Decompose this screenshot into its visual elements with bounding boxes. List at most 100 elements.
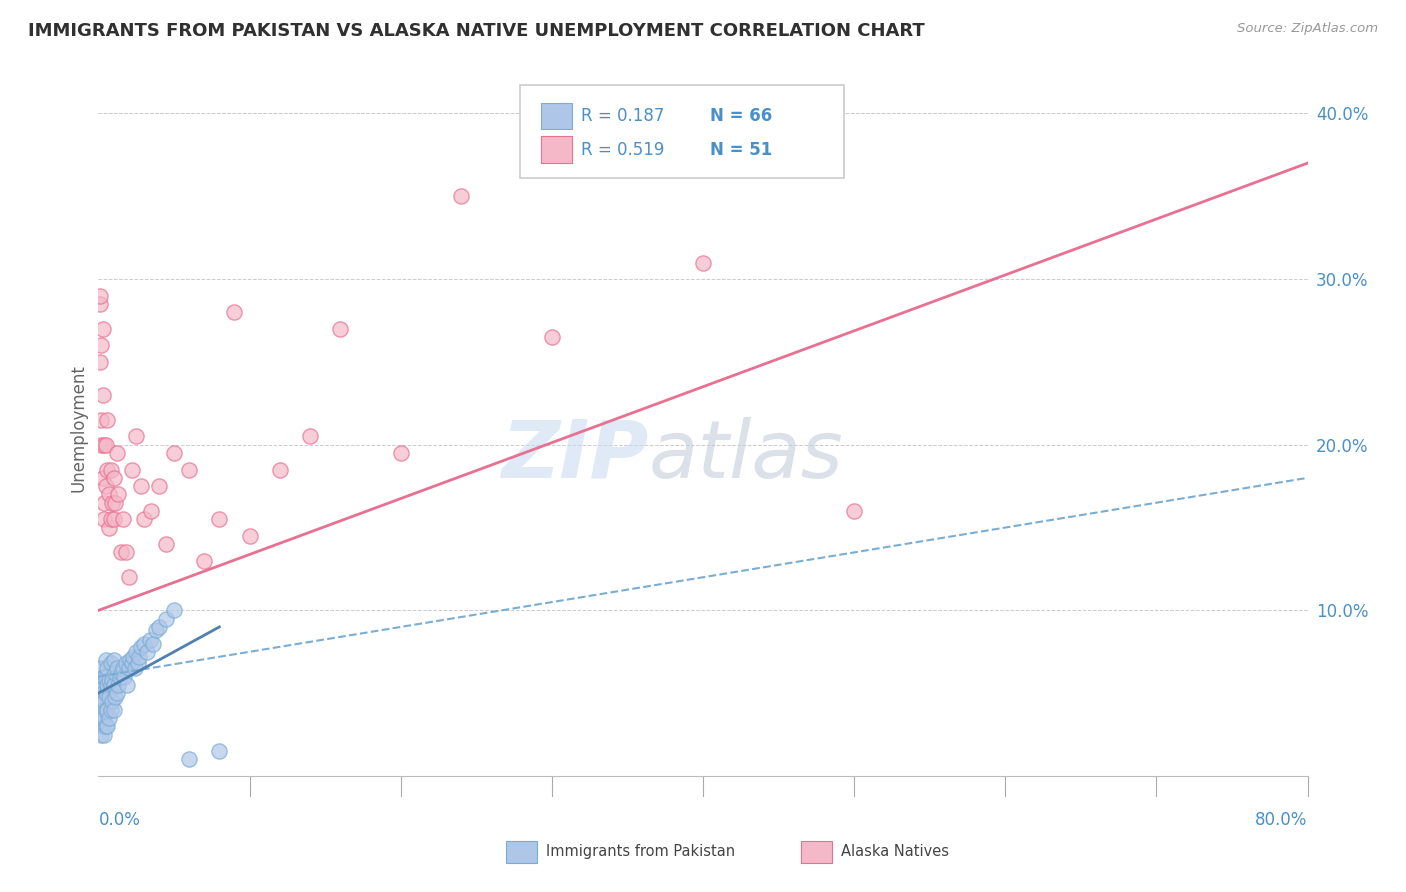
Point	[91, 471, 114, 485]
Point	[90, 338, 112, 352]
Point	[540, 330, 562, 344]
Point	[208, 744, 231, 758]
Point	[89, 694, 111, 708]
Point	[98, 711, 121, 725]
Point	[94, 686, 117, 700]
Point	[93, 711, 115, 725]
Point	[114, 545, 136, 559]
Point	[94, 653, 117, 667]
Text: atlas: atlas	[648, 417, 844, 495]
Point	[118, 661, 141, 675]
Point	[94, 719, 117, 733]
Point	[90, 661, 112, 675]
Point	[125, 429, 148, 443]
Point	[129, 640, 152, 654]
Point	[101, 496, 124, 510]
Point	[89, 297, 111, 311]
Point	[90, 413, 112, 427]
Point	[89, 711, 111, 725]
Point	[98, 487, 121, 501]
Point	[155, 612, 177, 626]
Point	[105, 446, 128, 460]
Point	[100, 462, 122, 476]
Point	[224, 305, 246, 319]
Point	[96, 678, 118, 692]
Text: ZIP: ZIP	[501, 417, 648, 495]
Text: IMMIGRANTS FROM PAKISTAN VS ALASKA NATIVE UNEMPLOYMENT CORRELATION CHART: IMMIGRANTS FROM PAKISTAN VS ALASKA NATIV…	[28, 22, 925, 40]
Point	[107, 678, 129, 692]
Point	[93, 512, 115, 526]
Point	[148, 620, 170, 634]
Point	[103, 703, 125, 717]
Point	[98, 520, 121, 534]
Point	[91, 686, 114, 700]
Point	[98, 690, 121, 704]
Point	[90, 438, 112, 452]
Point	[108, 670, 131, 684]
Point	[91, 388, 114, 402]
Point	[103, 653, 125, 667]
Point	[129, 479, 152, 493]
Text: R = 0.519: R = 0.519	[581, 141, 664, 159]
Point	[91, 670, 114, 684]
Point	[111, 661, 134, 675]
Point	[389, 446, 412, 460]
Point	[93, 496, 115, 510]
Point	[127, 657, 149, 671]
Point	[93, 694, 115, 708]
Point	[107, 487, 129, 501]
Point	[163, 446, 186, 460]
Point	[96, 703, 118, 717]
Point	[269, 462, 291, 476]
Point	[115, 678, 138, 692]
Point	[692, 255, 714, 269]
Point	[124, 661, 146, 675]
Text: 0.0%: 0.0%	[98, 811, 141, 829]
Point	[122, 649, 145, 664]
Point	[94, 670, 117, 684]
Text: Alaska Natives: Alaska Natives	[841, 845, 949, 859]
Point	[299, 429, 322, 443]
Point	[91, 703, 114, 717]
Point	[120, 653, 142, 667]
Point	[329, 322, 352, 336]
Point	[90, 694, 112, 708]
Point	[111, 512, 134, 526]
Point	[450, 189, 472, 203]
Point	[103, 512, 125, 526]
Point	[93, 670, 115, 684]
Point	[103, 471, 125, 485]
Point	[94, 438, 117, 452]
Point	[110, 545, 132, 559]
Point	[98, 673, 121, 687]
Point	[90, 678, 112, 692]
Point	[96, 462, 118, 476]
Point	[89, 678, 111, 692]
Point	[844, 504, 866, 518]
Point	[93, 728, 115, 742]
Point	[89, 288, 111, 302]
Y-axis label: Unemployment: Unemployment	[69, 364, 87, 492]
Point	[110, 666, 132, 681]
Point	[101, 673, 124, 687]
Point	[112, 670, 135, 684]
Point	[91, 719, 114, 733]
Text: N = 51: N = 51	[710, 141, 772, 159]
Point	[118, 570, 141, 584]
Point	[100, 703, 122, 717]
Point	[145, 624, 167, 638]
Text: R = 0.187: R = 0.187	[581, 107, 664, 125]
Point	[141, 504, 163, 518]
Point	[193, 554, 215, 568]
Point	[105, 661, 128, 675]
Point	[90, 711, 112, 725]
Point	[96, 719, 118, 733]
Point	[128, 649, 150, 664]
Point	[105, 686, 128, 700]
Point	[132, 512, 155, 526]
Point	[125, 645, 148, 659]
Point	[90, 728, 112, 742]
Text: Immigrants from Pakistan: Immigrants from Pakistan	[546, 845, 735, 859]
Point	[94, 479, 117, 493]
Point	[132, 636, 155, 650]
